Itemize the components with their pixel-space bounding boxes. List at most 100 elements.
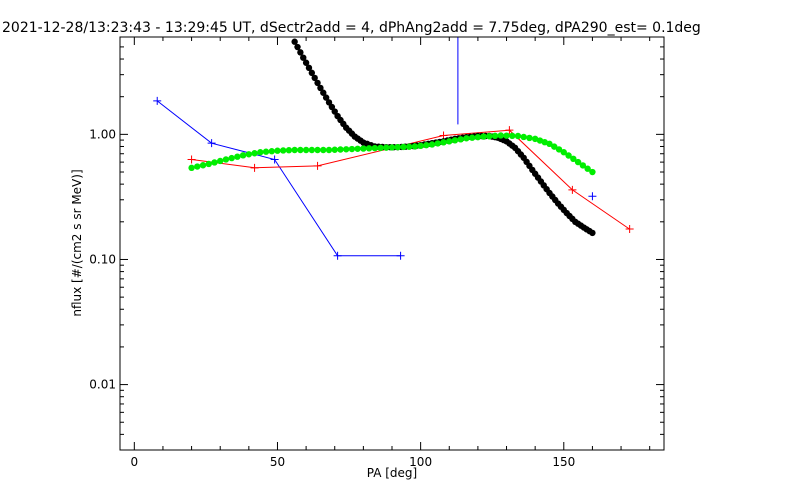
series-point-4 xyxy=(280,147,287,154)
series-point-4 xyxy=(394,143,401,151)
series-point-3 xyxy=(589,229,596,237)
series-point-4 xyxy=(228,154,235,162)
series-point-4 xyxy=(565,152,572,159)
series-point-4 xyxy=(337,146,344,153)
series-point-4 xyxy=(457,136,464,143)
series-point-4 xyxy=(589,168,596,176)
y-tick-label: 1.00 xyxy=(89,127,116,141)
series-point-4 xyxy=(503,132,510,139)
y-axis-label: nflux [#/(cm2 s sr MeV)] xyxy=(70,169,84,316)
series-point-3 xyxy=(302,59,310,66)
series-point-3 xyxy=(331,108,338,115)
x-tick-label: 0 xyxy=(130,455,138,469)
series-point-4 xyxy=(194,163,201,170)
series-point-3 xyxy=(294,43,301,51)
series-point-4 xyxy=(383,144,390,151)
series-point-4 xyxy=(217,157,224,165)
series-point-3 xyxy=(320,89,327,96)
series-point-4 xyxy=(325,146,333,154)
series-point-0 xyxy=(270,155,279,164)
series-point-2 xyxy=(625,225,634,234)
series-point-3 xyxy=(308,69,316,77)
series-point-4 xyxy=(480,133,487,140)
series-point-4 xyxy=(245,151,253,158)
x-tick-label: 50 xyxy=(270,455,285,469)
series-point-4 xyxy=(400,143,407,151)
series-point-4 xyxy=(584,165,591,172)
y-tick-label: 0.01 xyxy=(89,378,116,392)
series-point-3 xyxy=(297,49,304,56)
series-point-4 xyxy=(239,152,247,159)
series-point-4 xyxy=(199,162,207,169)
series-point-4 xyxy=(463,135,470,142)
series-point-4 xyxy=(222,156,230,163)
series-point-4 xyxy=(342,146,350,153)
series-point-3 xyxy=(322,94,330,101)
series-point-4 xyxy=(509,132,516,140)
series-point-4 xyxy=(497,132,504,139)
series-point-4 xyxy=(377,144,384,152)
series-point-4 xyxy=(188,164,195,172)
series-point-4 xyxy=(405,143,413,150)
series-point-3 xyxy=(314,79,321,87)
series-point-4 xyxy=(331,146,338,153)
series-point-3 xyxy=(305,64,313,72)
series-point-4 xyxy=(262,148,270,155)
series-point-4 xyxy=(555,146,563,153)
series-point-0 xyxy=(333,251,342,260)
chart-title: 2021-12-28/13:23:43 - 13:29:45 UT, dSect… xyxy=(2,20,701,36)
x-axis-label: PA [deg] xyxy=(367,466,417,480)
series-point-4 xyxy=(348,145,356,153)
series-point-4 xyxy=(234,153,241,160)
series-point-1 xyxy=(588,192,597,201)
series-point-4 xyxy=(268,148,275,155)
series-point-4 xyxy=(354,145,361,152)
series-point-4 xyxy=(560,149,567,156)
series-point-4 xyxy=(428,141,436,148)
series-point-3 xyxy=(328,103,336,111)
series-point-4 xyxy=(365,145,373,152)
series-point-0 xyxy=(396,251,405,260)
series-point-4 xyxy=(251,150,258,157)
series-point-3 xyxy=(325,99,333,106)
series-point-4 xyxy=(314,146,321,154)
series-point-4 xyxy=(257,149,264,156)
series-point-2 xyxy=(250,163,259,172)
series-point-4 xyxy=(514,132,522,140)
x-tick-label: 150 xyxy=(552,455,575,469)
series-point-4 xyxy=(308,146,316,154)
series-point-4 xyxy=(302,146,310,154)
series-point-4 xyxy=(440,139,447,146)
series-point-4 xyxy=(526,134,533,142)
series-point-4 xyxy=(297,146,304,154)
series-point-3 xyxy=(300,54,307,61)
series-point-2 xyxy=(505,126,514,135)
series-point-4 xyxy=(551,143,558,150)
series-point-2 xyxy=(313,161,322,170)
y-tick-label: 0.10 xyxy=(89,252,116,266)
series-point-4 xyxy=(417,142,424,150)
series-point-3 xyxy=(291,38,298,45)
series-group xyxy=(153,37,634,260)
series-point-0 xyxy=(207,139,216,148)
series-point-4 xyxy=(371,144,379,152)
plot-area xyxy=(153,37,634,260)
series-point-4 xyxy=(320,146,327,154)
series-point-4 xyxy=(205,160,212,168)
series-point-4 xyxy=(570,155,577,163)
series-point-4 xyxy=(574,158,582,166)
series-point-3 xyxy=(317,84,324,92)
series-point-4 xyxy=(546,140,553,148)
series-point-4 xyxy=(388,144,396,151)
series-point-4 xyxy=(285,147,293,154)
series-point-4 xyxy=(474,133,482,141)
series-point-4 xyxy=(434,140,442,147)
series-point-4 xyxy=(411,143,419,150)
series-point-4 xyxy=(274,147,281,154)
series-point-4 xyxy=(579,162,587,169)
series-point-4 xyxy=(211,159,218,166)
series-point-4 xyxy=(451,137,459,144)
series-point-2 xyxy=(568,185,577,194)
series-point-2 xyxy=(187,155,196,164)
